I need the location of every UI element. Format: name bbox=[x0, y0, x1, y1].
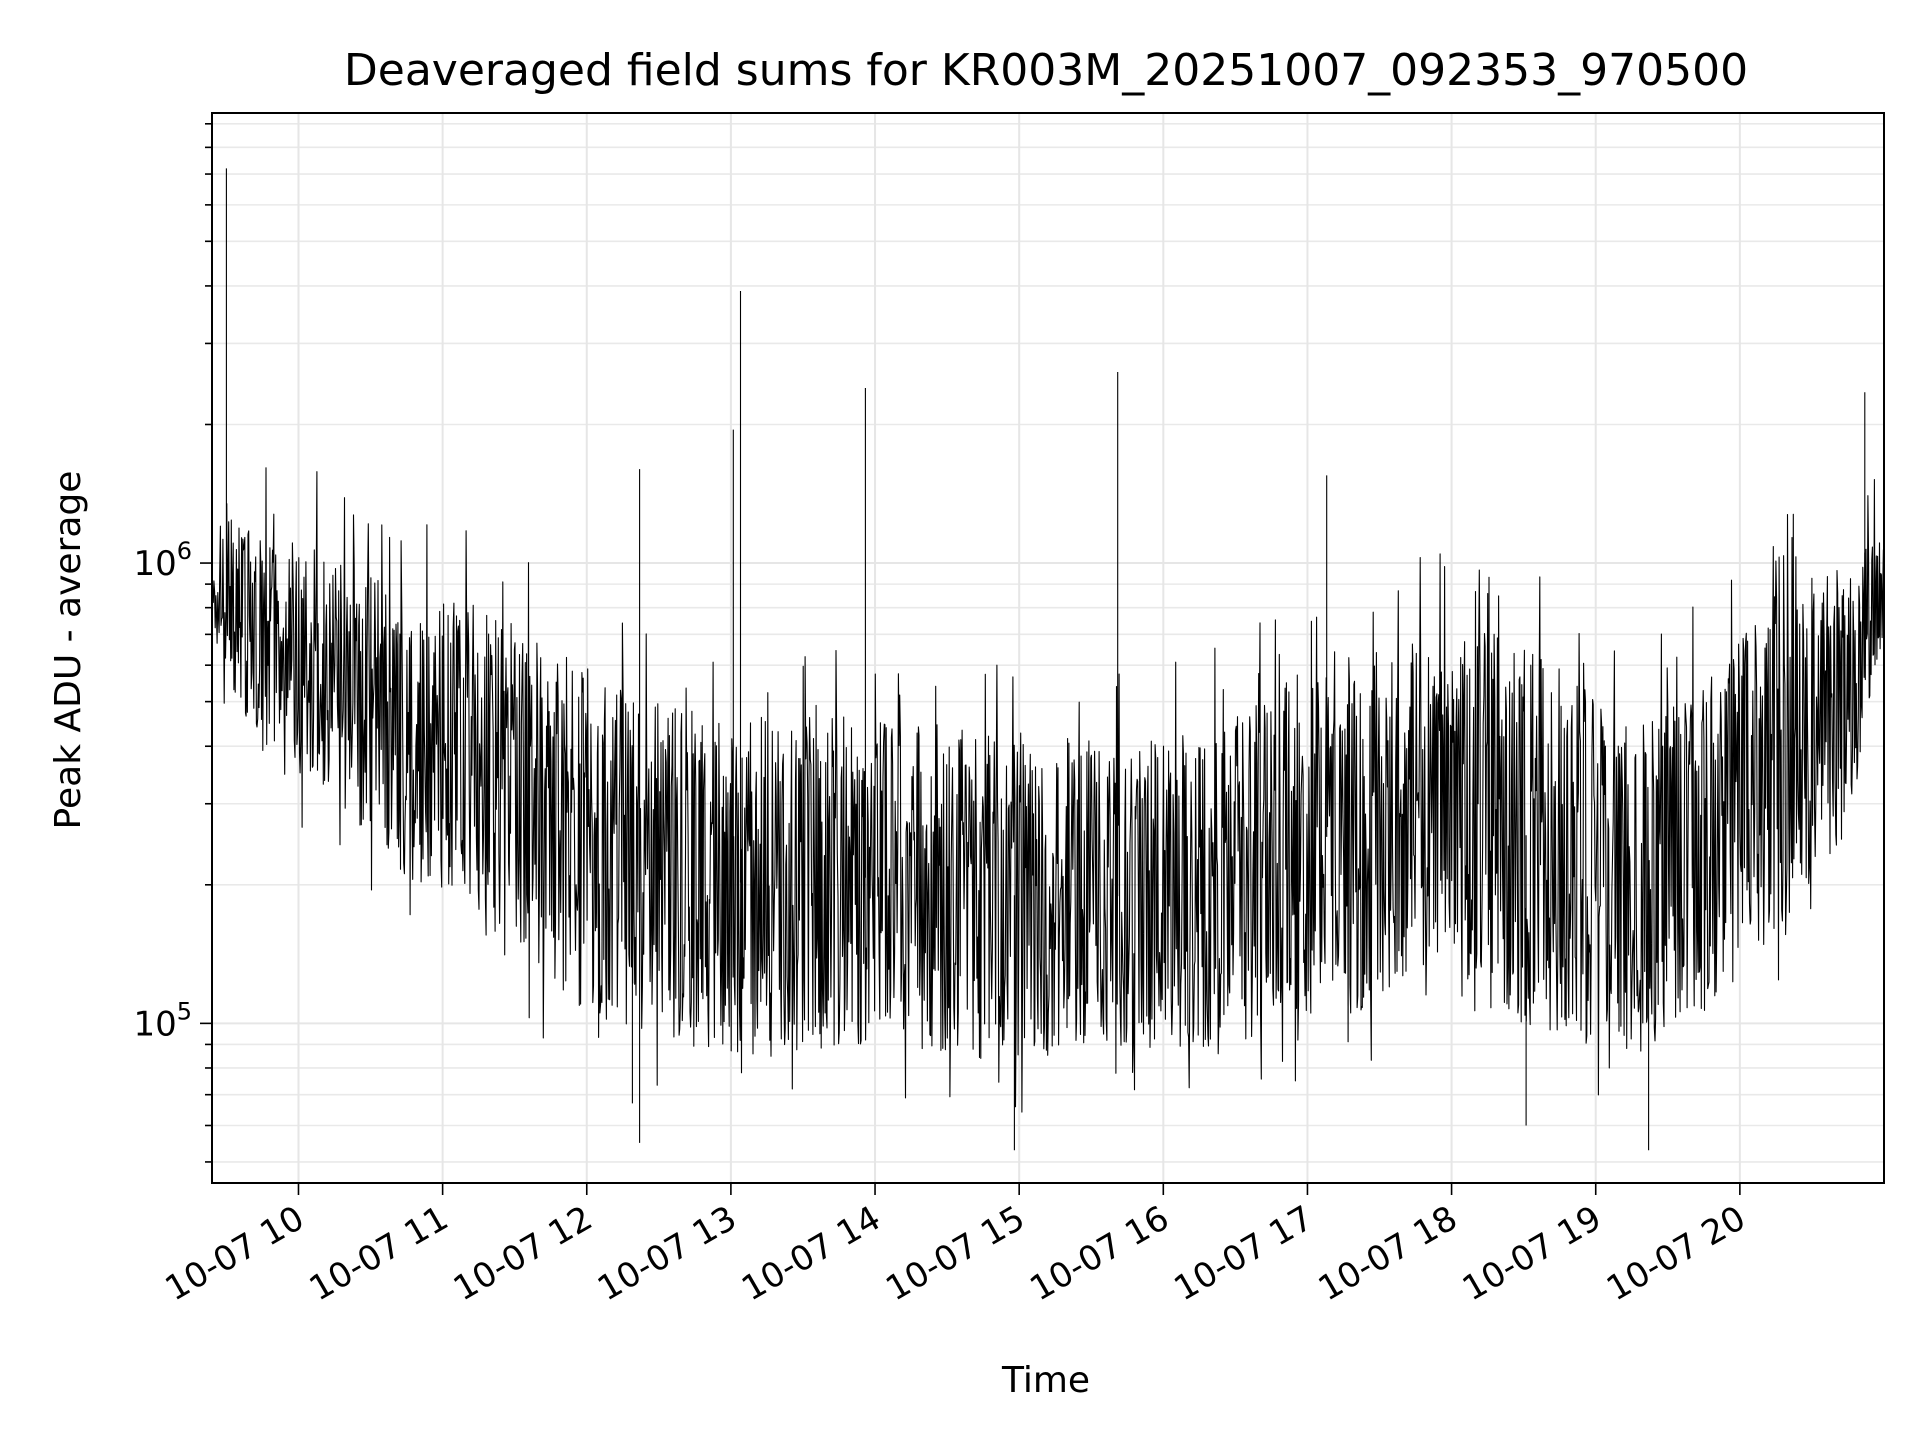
x-axis-label: Time bbox=[1001, 1360, 1090, 1401]
y-tick-label-exponent: 5 bbox=[177, 997, 192, 1025]
y-tick-label: 106 bbox=[133, 537, 192, 584]
data-series-line bbox=[211, 168, 1885, 1151]
plot-frame bbox=[211, 112, 1885, 1184]
y-tick-label-exponent: 6 bbox=[177, 537, 192, 565]
chart-title: Deaveraged field sums for KR003M_2025100… bbox=[344, 45, 1748, 96]
y-tick-label-base: 10 bbox=[133, 1004, 176, 1044]
minor-gridlines bbox=[212, 123, 1884, 1163]
y-tick-label: 105 bbox=[133, 997, 192, 1044]
plot-area bbox=[211, 168, 1885, 1151]
y-tick-label-base: 10 bbox=[133, 544, 176, 584]
y-axis-label: Peak ADU - average bbox=[48, 471, 89, 830]
